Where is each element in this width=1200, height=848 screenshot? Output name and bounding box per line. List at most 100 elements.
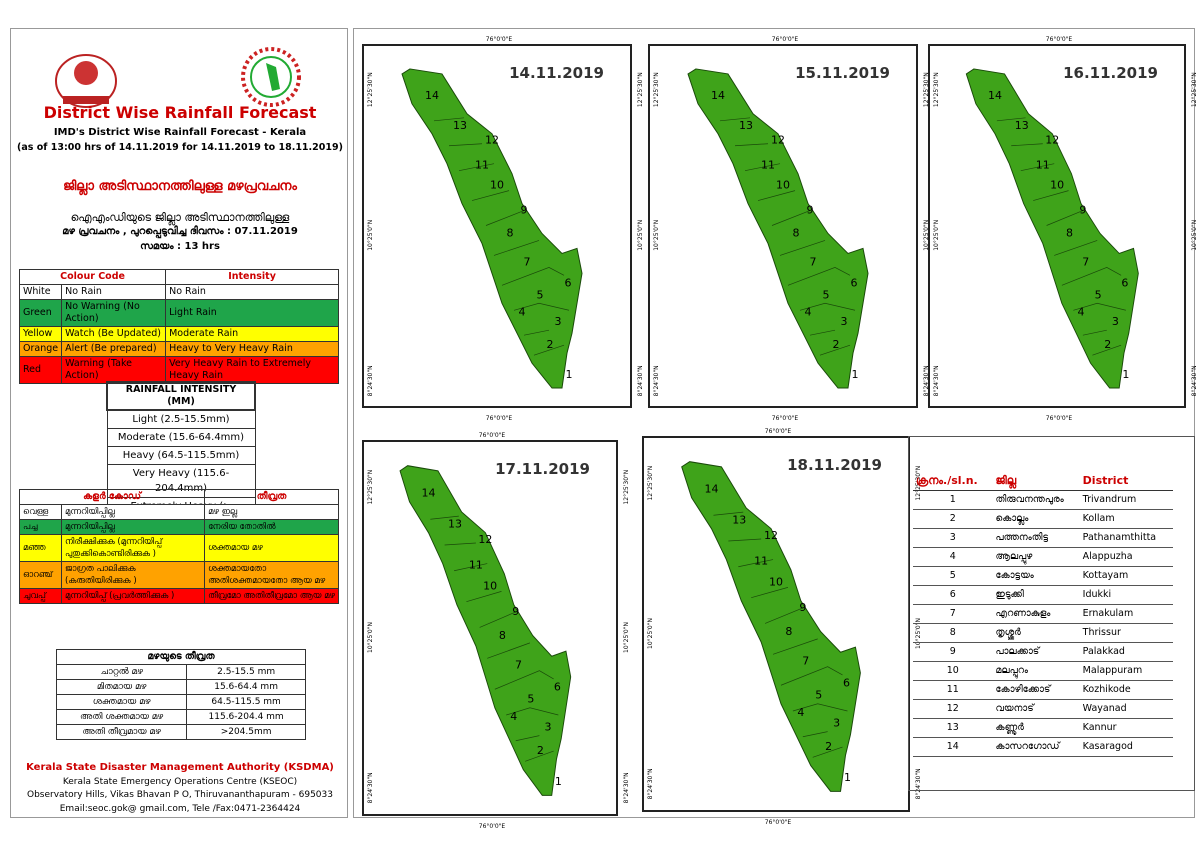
lat-label: 8°24'30"N bbox=[915, 768, 922, 799]
cell: നിരീക്ഷിക്കുക (മുന്നറിയിപ്പ് പുതുക്കികൊണ… bbox=[60, 534, 206, 562]
district-number: 1 bbox=[566, 368, 573, 381]
cell: വയനാട് bbox=[992, 699, 1080, 719]
lon-label: 76°0'0"E bbox=[1046, 36, 1073, 43]
district-border bbox=[458, 163, 495, 171]
cell: Wayanad bbox=[1079, 699, 1173, 719]
emblem bbox=[55, 54, 117, 108]
cell: Yellow bbox=[18, 326, 63, 342]
district-number: 13 bbox=[1015, 119, 1029, 132]
row: 9 പാലക്കാട് Palakkad bbox=[913, 642, 1173, 662]
map-box: 1 2 3 4 5 6 7 8 9 10 11 12 13 14 14.11.2019 76°0'0"E 76°… bbox=[362, 36, 644, 422]
cell: 11 bbox=[913, 680, 993, 700]
district-number: 14 bbox=[425, 89, 439, 102]
cell: മഞ്ഞ bbox=[19, 534, 62, 562]
map-shape bbox=[965, 68, 1139, 389]
map: 123456789101112131415.11.201976°0'0"E76°… bbox=[653, 36, 930, 422]
district-number: 1 bbox=[1122, 368, 1129, 381]
map-shape bbox=[681, 461, 861, 792]
district-number: 13 bbox=[732, 514, 746, 527]
district-number: 6 bbox=[1121, 276, 1128, 289]
cell: 14 bbox=[913, 737, 993, 757]
footer-line: Kerala State Disaster Management Authori… bbox=[26, 762, 334, 773]
district-border bbox=[1054, 240, 1098, 256]
district-border bbox=[533, 344, 565, 356]
district-number: 10 bbox=[483, 579, 497, 592]
lat-label: 12°25'30"N bbox=[367, 470, 374, 505]
lat-label: 10°25'0"N bbox=[933, 220, 940, 251]
district-number: 2 bbox=[833, 338, 840, 351]
map: 123456789101112131414.11.201976°0'0"E76°… bbox=[367, 36, 644, 422]
district-number: 1 bbox=[555, 775, 562, 788]
district-number: 6 bbox=[851, 276, 858, 289]
kerala-outline bbox=[401, 68, 583, 389]
row: Heavy (64.5-115.5mm) bbox=[106, 446, 256, 465]
district-number: 3 bbox=[841, 315, 848, 328]
district-number: 5 bbox=[537, 288, 544, 301]
map: 123456789101112131416.11.201976°0'0"E76°… bbox=[933, 36, 1198, 422]
district-number: 11 bbox=[469, 559, 483, 572]
cell: ശക്തമായ മഴ bbox=[55, 694, 188, 710]
cell: മഴ ഇല്ല bbox=[204, 504, 339, 520]
map-box: 1 2 3 4 5 6 7 8 9 10 11 12 13 14 18.11.2019 76°0'0"E 76°… bbox=[642, 428, 922, 826]
row: അതി തീവ്രമായ മഴ >204.5mm bbox=[55, 724, 306, 740]
cell: Idukki bbox=[1079, 585, 1173, 605]
header-row: ക്രനം./sl.n. ജില്ല District bbox=[913, 472, 1173, 491]
district-border bbox=[501, 267, 565, 286]
ml-line: ഐഎംഡിയുടെ ജില്ലാ അടിസ്ഥാനത്തിലുള്ള bbox=[70, 211, 290, 224]
district-number: 9 bbox=[512, 605, 519, 618]
district-number: 3 bbox=[833, 716, 840, 729]
map-shape bbox=[399, 465, 572, 796]
cell: ശക്തമായതോ അതിശക്തമായതോ ആയ മഴ bbox=[204, 561, 339, 589]
row: 10 മലപ്പുറം Malappuram bbox=[913, 661, 1173, 681]
lat-label: 12°25'30"N bbox=[923, 72, 930, 107]
cell: കണ്ണൂർ bbox=[992, 718, 1080, 738]
header-cell: മഴയുടെ തീവ്രത bbox=[56, 649, 306, 665]
header-row: Colour Code Intensity bbox=[18, 269, 339, 285]
map: 123456789101112131417.11.201976°0'0"E76°… bbox=[367, 432, 630, 830]
district-border bbox=[1082, 329, 1107, 336]
lon-label: 76°0'0"E bbox=[479, 823, 506, 830]
map-date: 14.11.2019 bbox=[509, 64, 604, 82]
district-border bbox=[513, 302, 570, 311]
district-number: 14 bbox=[421, 487, 435, 500]
district-border bbox=[494, 670, 554, 690]
district-number: 12 bbox=[485, 134, 499, 147]
cell: അതി ശക്തമായ മഴ bbox=[55, 709, 188, 725]
cell: Green bbox=[18, 299, 63, 327]
district-number: 7 bbox=[802, 655, 809, 668]
cell: No Rain bbox=[165, 284, 339, 300]
cell: 15.6-64.4 mm bbox=[186, 679, 306, 695]
map-shape bbox=[401, 68, 583, 389]
district-border bbox=[1020, 163, 1055, 171]
district-number: 13 bbox=[453, 119, 467, 132]
district-number: 10 bbox=[1050, 179, 1064, 192]
district-border bbox=[809, 329, 836, 336]
ml-line: സമയം : 13 hrs bbox=[140, 241, 220, 252]
colour-code-table: Colour Code Intensity White No Rain No Rain G… bbox=[18, 269, 339, 384]
district-border bbox=[1033, 190, 1069, 201]
district-border bbox=[812, 746, 843, 758]
cell: തീവ്രമോ അതിതീവ്രമോ ആയ മഴ bbox=[204, 588, 339, 604]
row: ഓറഞ്ച് ജാഗ്രത പാലിക്കുക (കരുതിയിരിക്കുക )… bbox=[19, 561, 339, 589]
district-border bbox=[448, 143, 483, 147]
ml-title: ജില്ലാ അടിസ്ഥാനത്തിലുള്ള മഴപ്രവചനം bbox=[63, 179, 297, 194]
district-border bbox=[506, 707, 559, 716]
district-number: 1 bbox=[852, 368, 859, 381]
lon-label: 76°0'0"E bbox=[765, 428, 792, 435]
lat-label: 8°24'30"N bbox=[637, 365, 644, 396]
lat-label: 12°25'30"N bbox=[933, 72, 940, 107]
district-number: 7 bbox=[810, 255, 817, 268]
cell: ജാഗ്രത പാലിക്കുക (കരുതിയിരിക്കുക ) bbox=[60, 561, 206, 589]
cell: 115.6-204.4 mm bbox=[186, 709, 306, 725]
district-number: 4 bbox=[805, 305, 812, 318]
district-border bbox=[433, 117, 465, 122]
district-number: 4 bbox=[519, 305, 526, 318]
lat-label: 8°24'30"N bbox=[923, 365, 930, 396]
cell: Malappuram bbox=[1079, 661, 1173, 681]
row: 11 കോഴിക്കോട് Kozhikode bbox=[913, 680, 1173, 700]
cell: White bbox=[18, 284, 63, 300]
cell: Heavy (64.5-115.5mm) bbox=[106, 446, 256, 465]
cell: കാസറഗോഡ് bbox=[992, 737, 1080, 757]
lat-label: 12°25'30"N bbox=[623, 470, 630, 505]
lon-label: 76°0'0"E bbox=[1046, 415, 1073, 422]
